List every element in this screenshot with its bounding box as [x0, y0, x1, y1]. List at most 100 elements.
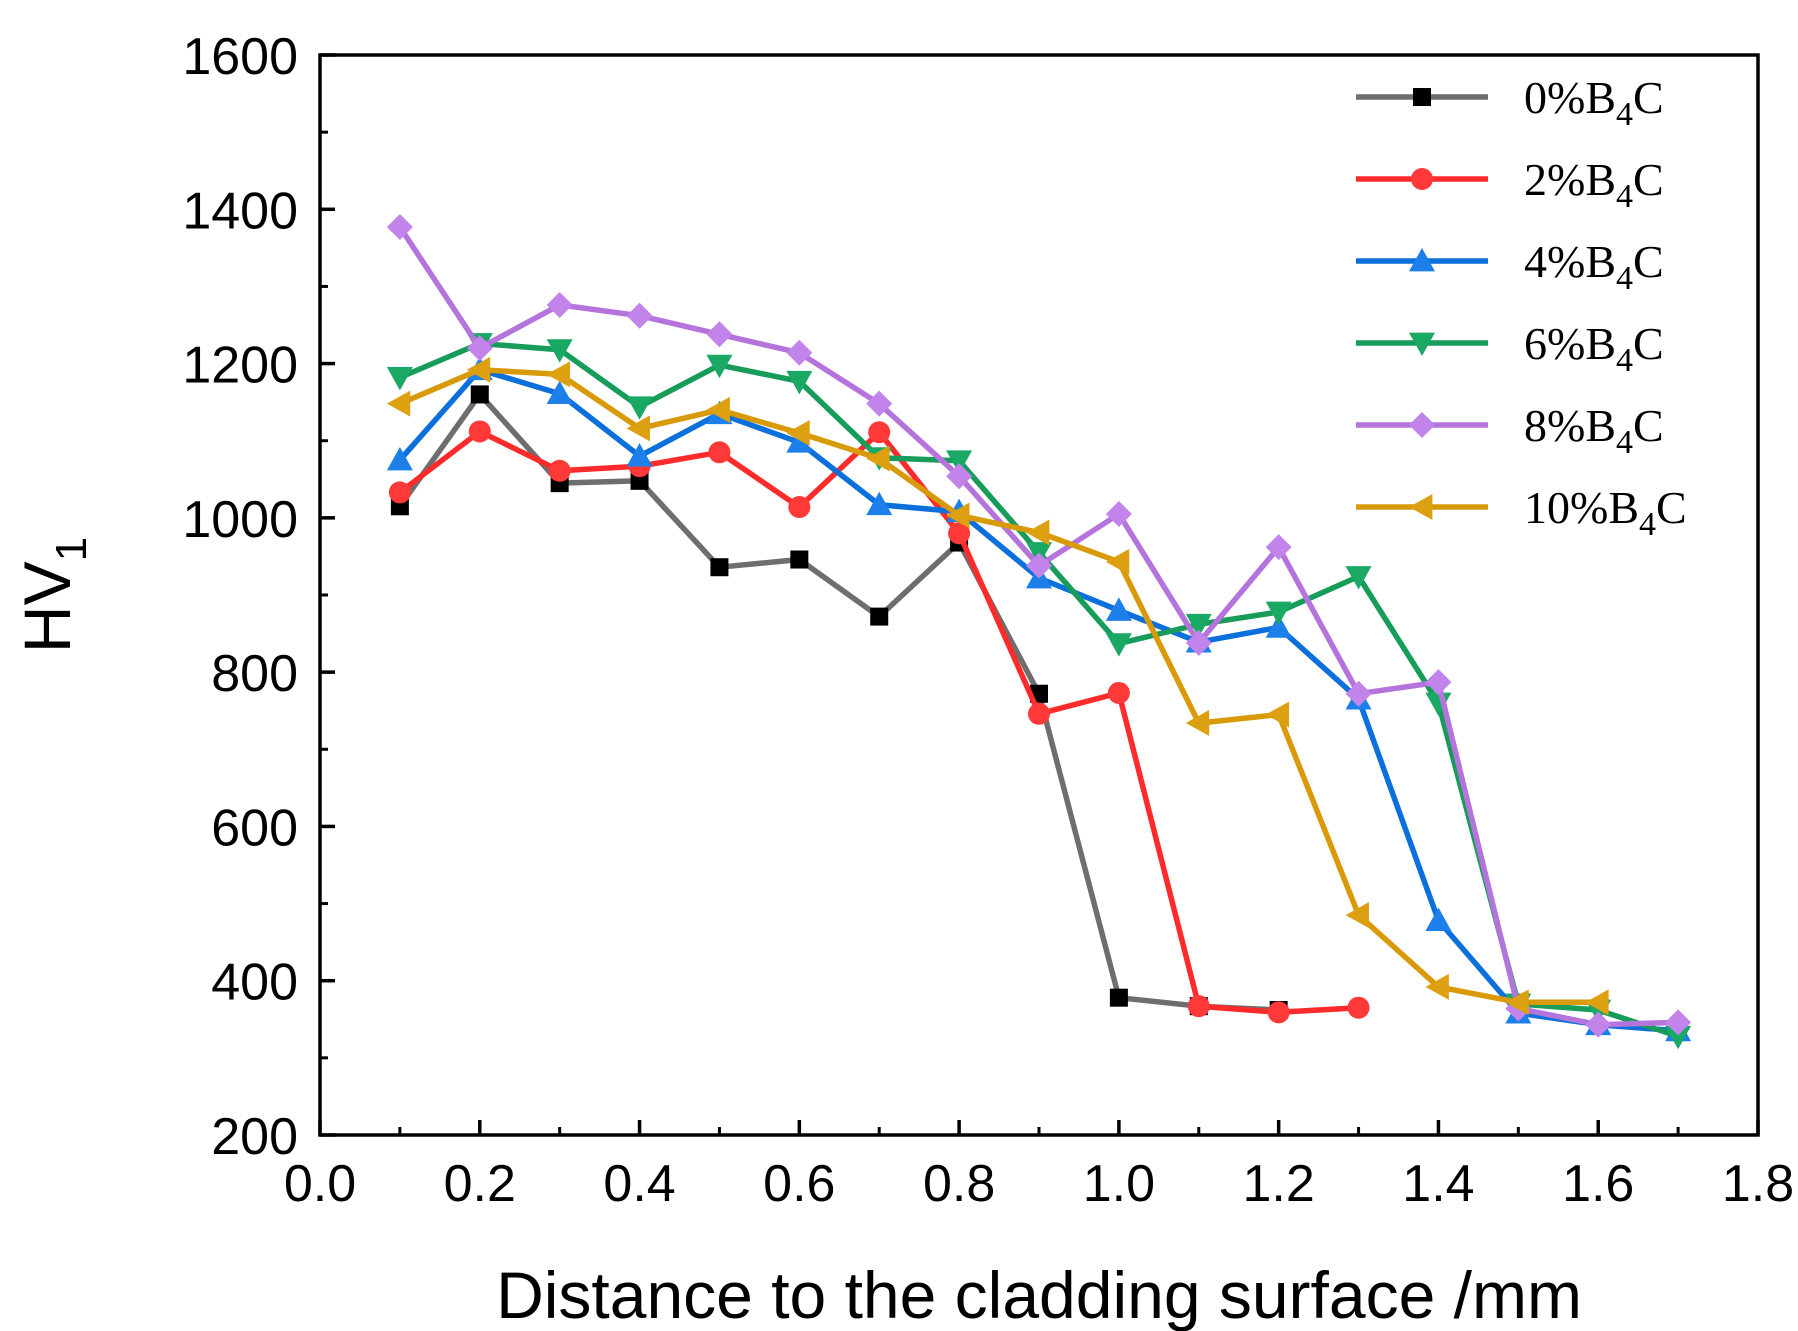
data-point-4%B4C-11 [1265, 614, 1292, 638]
series-10%B4C [386, 356, 1609, 1016]
data-point-10%B4C-13 [1425, 973, 1449, 1000]
legend-item: 0%B4C [1356, 72, 1664, 133]
data-point-6%B4C-12 [1345, 566, 1372, 590]
y-tick-label: 800 [211, 645, 298, 703]
data-point-10%B4C-8 [1026, 519, 1050, 546]
y-tick-label: 1000 [182, 491, 298, 549]
data-point-0%B4C-9 [1109, 988, 1128, 1007]
data-point-8%B4C-3 [626, 302, 653, 329]
data-point-0%B4C-6 [870, 607, 889, 626]
data-point-6%B4C-0 [386, 367, 413, 391]
data-point-4%B4C-5 [786, 429, 813, 453]
series-line-0%B4C [397, 391, 1279, 1013]
legend: 0%B4C 2%B4C 4%B4C 6%B4C 8%B4C 10%B4C [1356, 72, 1687, 543]
data-point-4%B4C-13 [1425, 907, 1452, 931]
y-tick-label: 1200 [182, 337, 298, 395]
data-point-6%B4C-9 [1105, 633, 1132, 657]
data-point-8%B4C-12 [1345, 680, 1372, 707]
series-8%B4C [386, 214, 1692, 1038]
data-point-0%B4C-1 [470, 385, 489, 404]
legend-item: 8%B4C [1356, 400, 1664, 461]
y-tick-label: 1600 [182, 28, 298, 86]
data-point-10%B4C-6 [866, 445, 890, 472]
x-tick-label: 1.6 [1562, 1155, 1634, 1213]
legend-item: 2%B4C [1356, 154, 1664, 215]
axis-layer: 0.0 0.2 0.4 0.6 0.8 1.0 1.2 1.4 1.6 1.8 200 400 600 8… [182, 28, 1794, 1213]
y-axis-title-sub: 1 [47, 537, 96, 561]
data-point-10%B4C-10 [1185, 710, 1210, 737]
data-point-6%B4C-5 [786, 370, 813, 395]
data-point-6%B4C-3 [626, 396, 653, 420]
data-point-2%B4C-10 [1187, 995, 1210, 1018]
data-point-2%B4C-9 [1107, 681, 1130, 704]
data-point-8%B4C-6 [866, 390, 893, 417]
legend-marker-6%B4C [1409, 332, 1435, 356]
data-point-2%B4C-4 [708, 441, 731, 464]
data-point-0%B4C-3 [630, 471, 649, 490]
y-tick-label: 400 [211, 954, 298, 1012]
data-point-8%B4C-13 [1425, 669, 1452, 696]
data-point-8%B4C-16 [1665, 1009, 1692, 1036]
data-point-10%B4C-14 [1505, 989, 1529, 1016]
y-tick-label: 600 [211, 799, 298, 857]
y-axis-title-main: HV [10, 561, 84, 653]
data-point-4%B4C-6 [866, 491, 893, 516]
data-point-2%B4C-12 [1347, 996, 1370, 1019]
data-point-8%B4C-2 [546, 291, 573, 318]
legend-item: 6%B4C [1356, 318, 1664, 379]
data-point-8%B4C-4 [706, 321, 733, 348]
legend-label-0%B4C: 0%B4C [1524, 72, 1664, 133]
data-point-6%B4C-16 [1665, 1025, 1692, 1050]
x-tick-label: 1.2 [1243, 1155, 1315, 1213]
data-point-2%B4C-7 [948, 522, 971, 545]
data-point-4%B4C-0 [386, 447, 413, 471]
legend-marker-8%B4C [1409, 412, 1435, 438]
legend-label-6%B4C: 6%B4C [1524, 318, 1664, 379]
data-point-6%B4C-11 [1265, 601, 1292, 625]
y-tick-label: 1400 [182, 182, 298, 240]
legend-label-8%B4C: 8%B4C [1524, 400, 1664, 461]
data-point-4%B4C-3 [626, 443, 653, 467]
series-line-10%B4C [398, 366, 1599, 1006]
legend-marker-4%B4C [1409, 248, 1435, 272]
data-point-2%B4C-11 [1267, 1001, 1290, 1024]
data-point-8%B4C-11 [1265, 534, 1292, 561]
x-tick-label: 0.6 [763, 1155, 835, 1213]
data-point-10%B4C-12 [1345, 902, 1369, 929]
data-point-10%B4C-4 [706, 396, 730, 423]
data-point-4%B4C-2 [546, 380, 573, 405]
x-tick-label: 1.0 [1083, 1155, 1155, 1213]
legend-label-10%B4C: 10%B4C [1524, 482, 1687, 543]
data-point-8%B4C-0 [386, 214, 413, 241]
legend-marker-2%B4C [1411, 168, 1433, 190]
data-point-10%B4C-0 [386, 390, 411, 417]
data-point-8%B4C-5 [786, 339, 813, 366]
data-point-2%B4C-6 [868, 421, 891, 444]
y-tick-label: 200 [211, 1108, 298, 1166]
data-point-6%B4C-10 [1185, 613, 1212, 638]
x-tick-label: 0.0 [284, 1155, 356, 1213]
data-point-10%B4C-2 [546, 361, 571, 388]
data-point-2%B4C-8 [1028, 702, 1050, 725]
data-point-6%B4C-2 [546, 339, 573, 363]
data-point-8%B4C-9 [1105, 501, 1132, 527]
x-tick-label: 1.4 [1402, 1155, 1474, 1213]
x-tick-label: 0.2 [444, 1155, 516, 1213]
data-point-8%B4C-15 [1585, 1011, 1612, 1038]
data-point-8%B4C-10 [1185, 629, 1212, 656]
legend-item: 10%B4C [1356, 482, 1687, 543]
data-point-0%B4C-4 [710, 558, 729, 577]
legend-marker-0%B4C [1413, 88, 1431, 106]
data-point-6%B4C-7 [946, 450, 973, 474]
series-layer [386, 214, 1692, 1050]
data-point-10%B4C-15 [1585, 989, 1609, 1016]
x-tick-label: 0.4 [603, 1155, 675, 1213]
data-point-2%B4C-1 [468, 420, 491, 443]
x-tick-label: 0.8 [923, 1155, 995, 1213]
data-point-10%B4C-11 [1265, 701, 1290, 728]
legend-label-2%B4C: 2%B4C [1524, 154, 1664, 215]
data-point-2%B4C-2 [548, 459, 571, 482]
data-point-8%B4C-1 [466, 335, 493, 362]
